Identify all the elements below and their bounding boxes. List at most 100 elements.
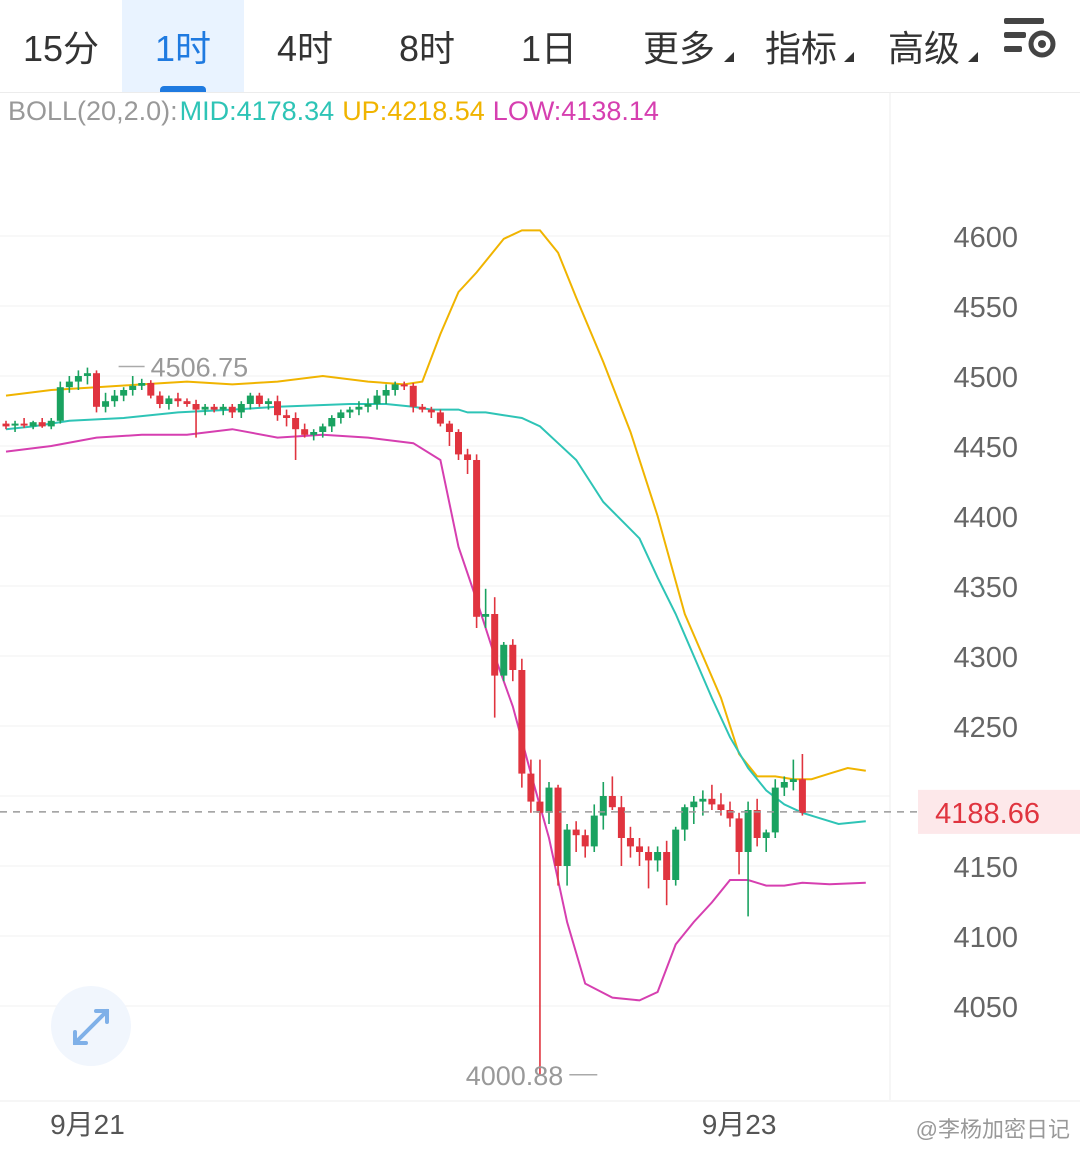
candle-body [74, 376, 82, 382]
tab-1h[interactable]: 1时 [122, 0, 244, 92]
candle-body [672, 829, 680, 880]
boll-legend-name: BOLL(20,2.0): [8, 96, 178, 126]
candle [20, 418, 28, 428]
tab-4h-label: 4时 [276, 28, 334, 69]
candle [201, 404, 209, 416]
candle-body [762, 832, 770, 838]
tab-more-label: 更多 [642, 28, 715, 69]
candle-body [445, 423, 453, 432]
candle [192, 399, 200, 438]
tab-indicators[interactable]: 指标 [742, 0, 860, 92]
candle [672, 826, 680, 886]
candle-body [246, 395, 254, 404]
candle [228, 404, 236, 418]
tab-8h[interactable]: 8时 [366, 0, 488, 92]
candle [129, 376, 137, 396]
candle [301, 423, 309, 438]
candle-body [771, 787, 779, 833]
candle-body [2, 423, 10, 427]
candle [654, 846, 662, 872]
candle-body [409, 385, 417, 407]
candle [427, 406, 435, 418]
candle [47, 418, 55, 430]
candle [744, 801, 752, 917]
candle-body [400, 384, 408, 387]
candle [93, 370, 100, 413]
candle-body [264, 401, 272, 404]
candle-body [436, 412, 444, 424]
candle-body [38, 422, 46, 427]
zoom-button[interactable] [51, 986, 131, 1066]
tab-advanced[interactable]: 高级 [864, 0, 984, 92]
candle-body [789, 779, 797, 782]
candle [102, 392, 110, 413]
candle-body [536, 801, 544, 813]
candle-body [138, 383, 146, 386]
candle-body [93, 373, 100, 407]
max-price-label: 4506.75 [151, 353, 249, 383]
tab-1d[interactable]: 1日 [488, 0, 610, 92]
candle [563, 824, 571, 886]
candle [418, 404, 426, 413]
candle-body [183, 401, 191, 404]
tab-8h-label: 8时 [398, 28, 456, 69]
candle-body [599, 796, 607, 816]
candle-body [237, 404, 245, 413]
candle-body [636, 846, 643, 852]
candle [120, 387, 128, 402]
candle [319, 423, 327, 438]
candle [310, 429, 318, 441]
tab-1d-label: 1日 [520, 28, 578, 69]
candle-body [319, 426, 327, 432]
candle [482, 588, 490, 628]
tab-15m[interactable]: 15分 [0, 0, 122, 92]
candle [599, 782, 607, 830]
candle [590, 804, 598, 852]
chart-annotations: 4506.75 4000.88 [0, 353, 920, 1091]
candle-body [29, 422, 37, 427]
candle-body [509, 644, 517, 670]
tab-more[interactable]: 更多 [618, 0, 740, 92]
min-price-label: 4000.88 [466, 1061, 564, 1091]
candle-body [83, 373, 91, 376]
candle-body [147, 383, 155, 396]
y-tick-label: 4550 [953, 292, 1018, 324]
candle [617, 796, 625, 866]
candle [210, 404, 218, 413]
candle-body [111, 395, 119, 402]
candle-body [418, 406, 426, 410]
candle-body [328, 418, 336, 427]
candle-body [464, 454, 472, 460]
advanced-caret-icon [968, 52, 978, 62]
candle-body [780, 782, 788, 788]
boll-legend-mid: MID:4178.34 [179, 96, 335, 126]
candle [780, 776, 788, 796]
candle-body [427, 409, 435, 413]
candle-body [228, 406, 236, 413]
chart-settings-button[interactable] [1000, 10, 1064, 74]
y-tick-label: 4300 [953, 642, 1018, 674]
tab-advanced-label: 高级 [887, 28, 960, 69]
candle [183, 398, 191, 407]
y-tick-label: 4450 [953, 432, 1018, 464]
boll-legend-up: UP:4218.54 [342, 96, 485, 126]
candle-body [255, 395, 263, 404]
candle [518, 658, 526, 788]
candle-body [346, 409, 354, 413]
x-tick-label: 9月23 [702, 1109, 777, 1140]
candle-body [11, 423, 19, 426]
candle [663, 840, 671, 906]
candle [636, 838, 643, 866]
tab-4h[interactable]: 4时 [244, 0, 366, 92]
candle-body [717, 804, 725, 810]
chart-settings-icon [1004, 18, 1056, 58]
candle [409, 383, 417, 413]
candle [373, 390, 381, 410]
tab-15m-label: 15分 [22, 28, 100, 69]
candle-body [210, 406, 218, 410]
candle-body [56, 387, 64, 421]
candle-body [798, 779, 806, 813]
candle [436, 409, 444, 427]
candle [572, 821, 580, 852]
